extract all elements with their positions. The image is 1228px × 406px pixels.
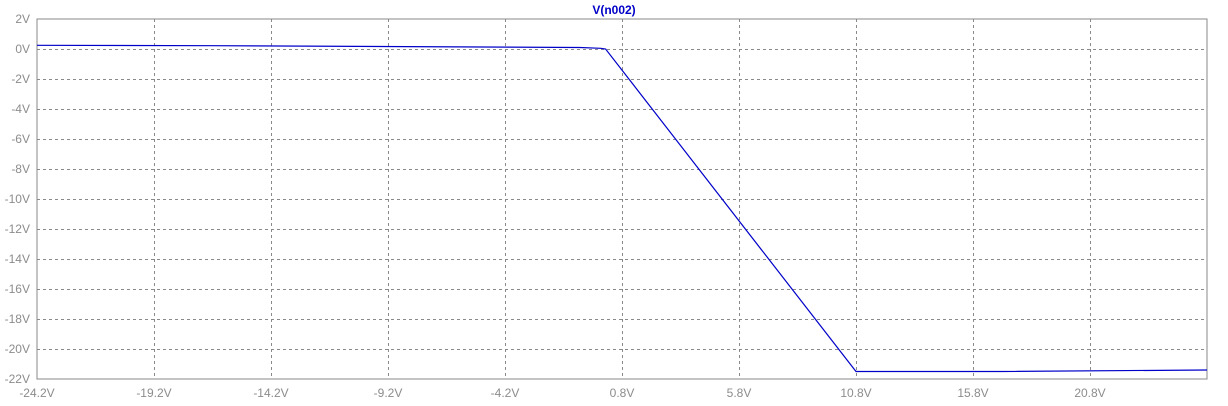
x-tick-label: 10.8V [840,386,871,400]
x-tick-label: -24.2V [19,386,54,400]
x-tick-label: -4.2V [491,386,520,400]
y-tick-label: -6V [11,132,30,146]
grid-layer [37,19,1207,379]
y-tick-label: -16V [5,282,30,296]
x-tick-label: 0.8V [610,386,635,400]
y-tick-label: 2V [15,12,30,26]
y-tick-label: -20V [5,342,30,356]
plot-frame [36,18,1208,380]
y-tick-label: -4V [11,102,30,116]
trace-layer [36,44,1208,373]
x-tick-label: 5.8V [727,386,752,400]
y-tick-label: -22V [5,372,30,386]
y-tick-label: -18V [5,312,30,326]
y-tick-label: -14V [5,252,30,266]
y-tick-label: -12V [5,222,30,236]
y-tick-label: -10V [5,192,30,206]
series-line [36,44,1208,373]
x-tick-label: 20.8V [1074,386,1105,400]
y-tick-label: 0V [15,42,30,56]
y-tick-label: -2V [11,72,30,86]
tick-labels: -24.2V -19.2V -14.2V -9.2V -4.2V 0.8V 5.8V 10.8… [5,12,1106,400]
x-tick-label: 15.8V [957,386,988,400]
x-tick-label: -14.2V [253,386,288,400]
x-tick-label: -19.2V [136,386,171,400]
y-tick-label: -8V [11,162,30,176]
chart-title[interactable]: V(n002) [592,3,635,17]
x-tick-label: -9.2V [374,386,403,400]
